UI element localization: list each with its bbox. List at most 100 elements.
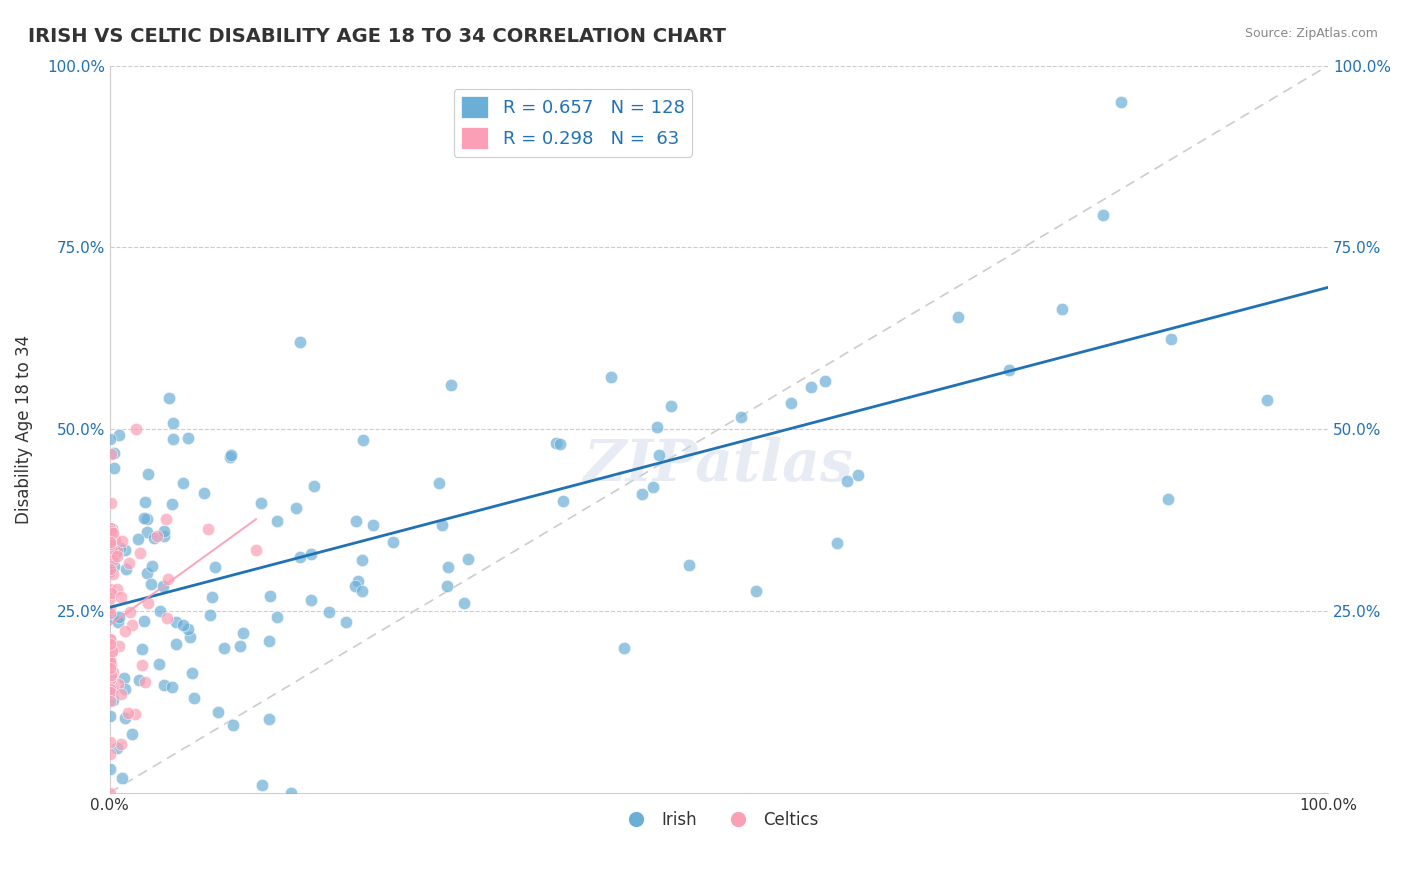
Point bbox=[551, 493, 574, 508]
Point bbox=[105, 740, 128, 755]
Point bbox=[100, 657, 122, 671]
Point bbox=[114, 711, 136, 725]
Point bbox=[453, 596, 475, 610]
Point bbox=[457, 552, 479, 566]
Point bbox=[162, 432, 184, 446]
Point bbox=[599, 369, 621, 384]
Point bbox=[645, 420, 668, 434]
Point bbox=[100, 496, 122, 510]
Point bbox=[105, 549, 128, 563]
Point bbox=[131, 658, 153, 673]
Point bbox=[152, 528, 174, 542]
Point bbox=[257, 634, 280, 648]
Point bbox=[127, 532, 149, 546]
Point bbox=[160, 681, 183, 695]
Point bbox=[98, 591, 121, 605]
Point bbox=[157, 391, 180, 405]
Point bbox=[165, 636, 187, 650]
Point bbox=[98, 610, 121, 624]
Point bbox=[135, 512, 157, 526]
Point bbox=[613, 641, 636, 656]
Point bbox=[101, 693, 124, 707]
Point bbox=[172, 617, 194, 632]
Point bbox=[179, 630, 201, 644]
Point bbox=[98, 685, 121, 699]
Point bbox=[105, 543, 128, 558]
Point bbox=[245, 542, 267, 557]
Point bbox=[100, 646, 122, 660]
Point bbox=[111, 772, 134, 786]
Point bbox=[98, 636, 121, 650]
Point bbox=[110, 737, 132, 751]
Point bbox=[103, 446, 125, 460]
Point bbox=[107, 615, 129, 629]
Point bbox=[631, 487, 654, 501]
Point bbox=[98, 786, 121, 800]
Point bbox=[103, 566, 125, 581]
Point bbox=[197, 522, 219, 536]
Point bbox=[745, 584, 768, 599]
Point bbox=[98, 601, 121, 615]
Point bbox=[136, 467, 159, 482]
Point bbox=[678, 558, 700, 573]
Point bbox=[352, 433, 374, 447]
Point bbox=[104, 533, 127, 547]
Point bbox=[160, 496, 183, 510]
Y-axis label: Disability Age 18 to 34: Disability Age 18 to 34 bbox=[15, 334, 32, 524]
Point bbox=[105, 582, 128, 597]
Point bbox=[257, 713, 280, 727]
Point bbox=[544, 436, 567, 450]
Point bbox=[1256, 393, 1278, 408]
Point bbox=[98, 708, 121, 723]
Point bbox=[111, 534, 134, 549]
Point bbox=[837, 475, 859, 489]
Point bbox=[98, 606, 121, 620]
Point bbox=[128, 546, 150, 560]
Point bbox=[101, 643, 124, 657]
Point bbox=[101, 526, 124, 541]
Point bbox=[98, 534, 121, 549]
Point bbox=[998, 363, 1021, 377]
Point bbox=[153, 524, 176, 538]
Point bbox=[98, 693, 121, 707]
Point bbox=[98, 673, 121, 687]
Point bbox=[285, 501, 308, 516]
Point bbox=[114, 543, 136, 558]
Point bbox=[259, 589, 281, 603]
Point bbox=[98, 655, 121, 669]
Point bbox=[1109, 95, 1132, 109]
Point bbox=[440, 378, 463, 392]
Point bbox=[302, 479, 325, 493]
Point bbox=[1050, 301, 1073, 316]
Point bbox=[141, 558, 163, 573]
Point bbox=[250, 495, 273, 509]
Text: ZIPatlas: ZIPatlas bbox=[583, 437, 853, 494]
Point bbox=[100, 668, 122, 682]
Point bbox=[780, 396, 803, 410]
Point bbox=[661, 399, 683, 413]
Point bbox=[148, 657, 170, 672]
Point bbox=[335, 615, 357, 629]
Point bbox=[134, 675, 156, 690]
Point bbox=[343, 579, 366, 593]
Point bbox=[110, 541, 132, 555]
Point bbox=[157, 572, 180, 586]
Point bbox=[800, 380, 823, 394]
Point bbox=[101, 665, 124, 680]
Point bbox=[121, 617, 143, 632]
Point bbox=[288, 334, 311, 349]
Point bbox=[100, 585, 122, 599]
Point bbox=[98, 521, 121, 535]
Point bbox=[381, 535, 404, 549]
Point bbox=[103, 461, 125, 475]
Point bbox=[112, 671, 135, 685]
Point bbox=[107, 610, 129, 624]
Point bbox=[165, 615, 187, 629]
Point bbox=[98, 657, 121, 671]
Point bbox=[98, 632, 121, 647]
Point bbox=[201, 590, 224, 604]
Point bbox=[204, 560, 226, 574]
Point bbox=[125, 422, 148, 436]
Text: IRISH VS CELTIC DISABILITY AGE 18 TO 34 CORRELATION CHART: IRISH VS CELTIC DISABILITY AGE 18 TO 34 … bbox=[28, 27, 725, 45]
Point bbox=[98, 534, 121, 549]
